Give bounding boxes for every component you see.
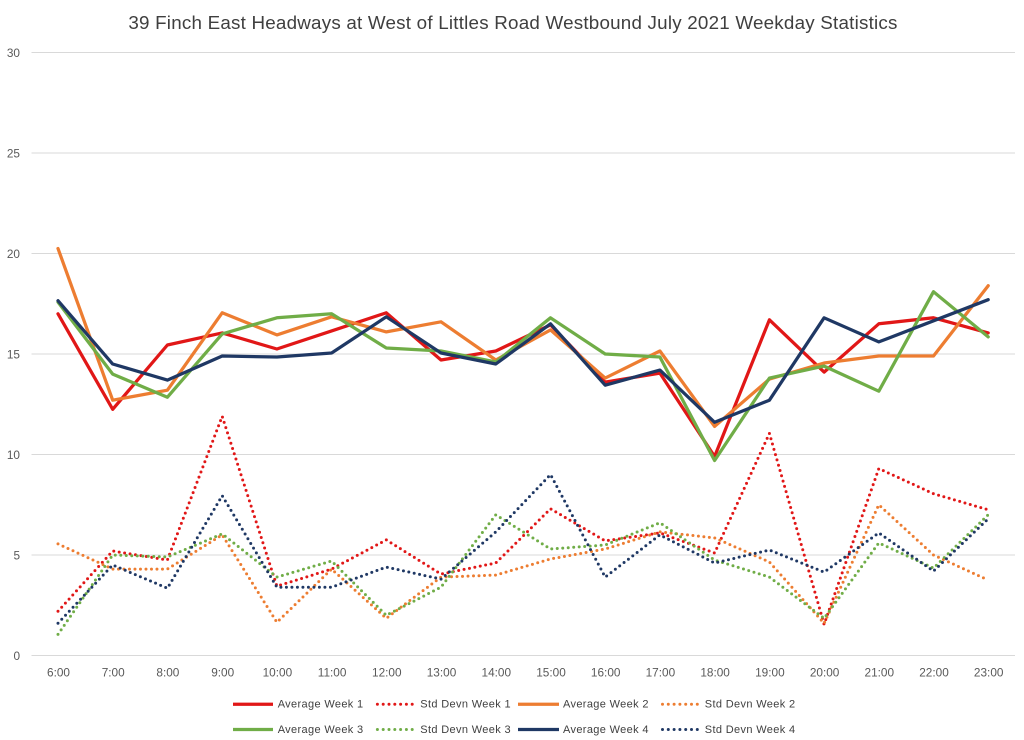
svg-text:17:00: 17:00 <box>646 666 676 680</box>
svg-text:39 Finch East Headways at West: 39 Finch East Headways at West of Little… <box>128 12 897 33</box>
svg-text:13:00: 13:00 <box>427 666 457 680</box>
svg-text:10: 10 <box>7 448 21 462</box>
svg-text:8:00: 8:00 <box>156 666 179 680</box>
svg-text:Std Devn Week 4: Std Devn Week 4 <box>705 724 796 736</box>
svg-text:14:00: 14:00 <box>482 666 512 680</box>
svg-text:16:00: 16:00 <box>591 666 621 680</box>
svg-text:7:00: 7:00 <box>102 666 125 680</box>
svg-text:21:00: 21:00 <box>865 666 895 680</box>
svg-text:12:00: 12:00 <box>372 666 402 680</box>
svg-text:30: 30 <box>7 46 21 60</box>
svg-text:22:00: 22:00 <box>919 666 949 680</box>
svg-text:20: 20 <box>7 247 21 261</box>
svg-text:9:00: 9:00 <box>211 666 234 680</box>
svg-text:19:00: 19:00 <box>755 666 785 680</box>
svg-text:23:00: 23:00 <box>974 666 1004 680</box>
svg-text:5: 5 <box>13 548 20 562</box>
svg-text:Std Devn Week 2: Std Devn Week 2 <box>705 699 796 711</box>
svg-text:Average Week 1: Average Week 1 <box>278 699 364 711</box>
svg-text:15: 15 <box>7 347 21 361</box>
svg-text:Average Week 2: Average Week 2 <box>563 699 649 711</box>
svg-text:11:00: 11:00 <box>318 666 347 680</box>
svg-text:10:00: 10:00 <box>263 666 293 680</box>
svg-text:Std Devn Week 3: Std Devn Week 3 <box>420 724 511 736</box>
svg-text:25: 25 <box>7 146 21 160</box>
svg-text:15:00: 15:00 <box>536 666 566 680</box>
svg-text:6:00: 6:00 <box>47 666 70 680</box>
svg-text:0: 0 <box>13 649 20 663</box>
svg-text:Average Week 4: Average Week 4 <box>563 724 649 736</box>
svg-text:20:00: 20:00 <box>810 666 840 680</box>
svg-text:18:00: 18:00 <box>700 666 730 680</box>
svg-text:Average Week 3: Average Week 3 <box>278 724 364 736</box>
svg-text:Std Devn Week 1: Std Devn Week 1 <box>420 699 511 711</box>
